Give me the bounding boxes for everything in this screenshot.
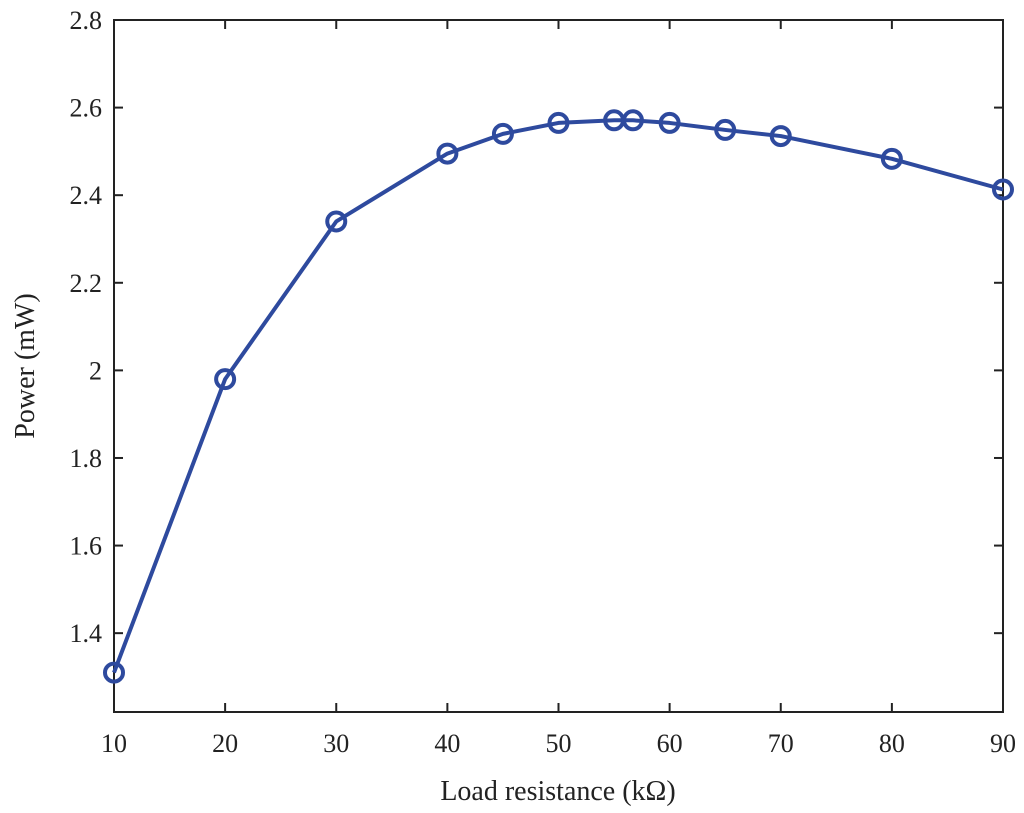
x-axis-title: Load resistance (kΩ): [440, 776, 675, 807]
x-tick-label: 60: [657, 729, 683, 758]
data-point: [714, 118, 737, 141]
y-tick-label: 1.6: [70, 532, 103, 561]
y-tick-label: 1.8: [70, 444, 103, 473]
x-tick-label: 70: [768, 729, 794, 758]
y-tick-label: 2.8: [70, 6, 103, 35]
tick-labels: 10 20 30 40 50 60 70 80 90 1.4 1.6 1.8 2 2.2 2.4 2.6 2.8: [70, 6, 1017, 758]
data-point: [547, 111, 570, 134]
x-tick-label: 30: [323, 729, 349, 758]
series-layer: [103, 109, 1014, 684]
data-point: [992, 178, 1014, 201]
data-point: [214, 368, 237, 391]
y-tick-label: 1.4: [70, 619, 103, 648]
y-tick-label: 2: [89, 356, 102, 385]
x-tick-label: 10: [101, 729, 127, 758]
x-tick-label: 20: [212, 729, 238, 758]
x-tick-label: 40: [434, 729, 460, 758]
data-point: [880, 147, 903, 170]
y-tick-label: 2.4: [70, 181, 103, 210]
series-line: [112, 118, 1004, 674]
data-point: [491, 122, 514, 145]
x-tick-label: 80: [879, 729, 905, 758]
data-point: [621, 109, 644, 132]
data-point: [769, 125, 792, 148]
data-point: [325, 210, 348, 233]
data-point: [658, 111, 681, 134]
data-point: [436, 142, 459, 165]
y-tick-label: 2.2: [70, 269, 103, 298]
x-tick-label: 50: [546, 729, 572, 758]
y-tick-label: 2.6: [70, 94, 103, 123]
data-point: [103, 661, 125, 684]
axis-ticks: [113, 19, 1004, 712]
x-tick-label: 90: [990, 729, 1016, 758]
y-axis-title: Power (mW): [10, 293, 41, 438]
